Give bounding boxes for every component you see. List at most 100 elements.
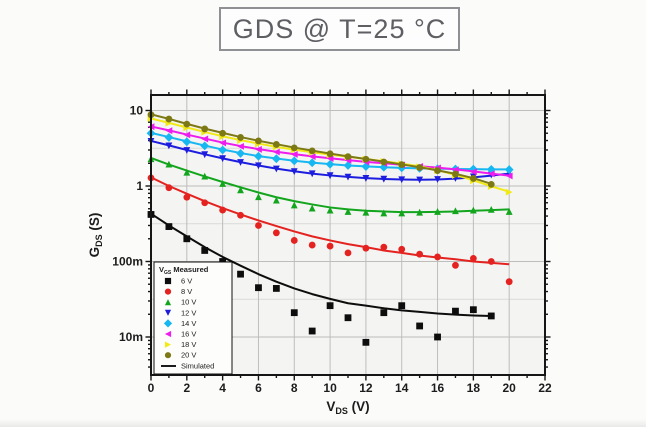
- legend-item: 10 V: [164, 298, 196, 307]
- x-tick-label: 10: [323, 381, 337, 395]
- x-tick-label: 2: [183, 381, 190, 395]
- x-tick-label: 4: [219, 381, 226, 395]
- triangle-left-marker: [165, 127, 173, 135]
- y-tick-label: 10: [130, 104, 144, 118]
- circle-marker: [380, 243, 388, 251]
- triangle-left-marker: [164, 330, 172, 338]
- square-marker: [434, 333, 441, 341]
- circle-marker: [183, 193, 191, 201]
- circle-marker: [201, 125, 209, 133]
- triangle-down-marker: [290, 168, 298, 176]
- diamond-marker: [200, 141, 210, 151]
- triangle-down-marker: [308, 170, 316, 178]
- square-marker: [362, 338, 370, 346]
- square-marker: [487, 312, 495, 320]
- diamond-marker: [343, 161, 353, 170]
- triangle-up-marker: [434, 208, 441, 215]
- diamond-marker: [325, 159, 335, 169]
- legend-item-label: 10 V: [181, 298, 196, 307]
- circle-marker: [237, 211, 244, 219]
- circle-marker: [344, 153, 352, 161]
- circle-marker: [380, 158, 388, 166]
- triangle-left-marker: [308, 153, 316, 161]
- circle-marker: [308, 241, 316, 249]
- circle-marker: [219, 129, 227, 137]
- square-marker: [416, 322, 424, 330]
- circle-marker: [434, 253, 441, 261]
- triangle-up-marker: [308, 204, 316, 212]
- circle-marker: [272, 141, 280, 148]
- square-marker: [165, 223, 173, 230]
- triangle-left-marker: [183, 131, 191, 139]
- square-marker: [398, 302, 406, 310]
- circle-marker: [290, 144, 298, 152]
- square-marker: [308, 327, 316, 335]
- page-title: GDS @ T=25 °C: [232, 13, 447, 44]
- diamond-marker: [289, 156, 299, 166]
- triangle-left-marker: [201, 135, 209, 143]
- triangle-up-marker: [505, 208, 513, 215]
- legend-header: VGS Measured: [159, 265, 209, 276]
- circle-marker: [201, 199, 209, 207]
- x-tick-label: 14: [395, 381, 409, 395]
- circle-marker: [308, 147, 316, 155]
- circle-marker: [452, 261, 459, 269]
- circle-marker: [398, 245, 406, 253]
- diamond-marker: [307, 158, 317, 168]
- series-20v: [147, 111, 495, 188]
- y-tick-label: 100m: [112, 255, 143, 269]
- square-marker: [183, 235, 191, 243]
- triangle-up-marker: [362, 208, 370, 216]
- legend-item: 14 V: [163, 319, 196, 328]
- triangle-left-marker: [272, 148, 280, 156]
- circle-marker: [505, 278, 513, 286]
- series-12v: [147, 137, 513, 184]
- diamond-marker: [182, 137, 192, 147]
- triangle-up-marker: [416, 208, 424, 216]
- photo-edge-shadow: [0, 419, 646, 427]
- square-marker: [326, 302, 334, 310]
- square-marker: [164, 277, 172, 285]
- triangle-right-marker: [505, 188, 513, 196]
- circle-marker: [165, 184, 173, 192]
- circle-marker: [416, 164, 424, 171]
- legend-item: 8 V: [164, 287, 192, 296]
- triangle-down-marker: [416, 176, 424, 184]
- triangle-up-marker: [487, 205, 495, 213]
- square-marker: [469, 306, 477, 314]
- y-tick-labels: 10 1 100m 10m: [112, 104, 143, 345]
- circle-marker: [416, 250, 424, 258]
- triangle-down-marker: [326, 172, 334, 180]
- x-tick-label: 16: [431, 381, 445, 395]
- triangle-up-marker: [237, 186, 244, 194]
- triangle-up-marker: [219, 180, 227, 187]
- x-tick-label: 12: [359, 381, 373, 395]
- circle-marker: [290, 237, 298, 244]
- circle-marker: [164, 352, 172, 359]
- triangle-up-marker: [290, 201, 298, 209]
- x-tick-label: 0: [148, 381, 155, 395]
- y-tick-label: 10m: [119, 330, 143, 344]
- square-marker: [290, 309, 298, 317]
- legend-item: 6 V: [164, 277, 192, 286]
- legend-item: 16 V: [164, 330, 196, 339]
- diamond-marker: [271, 154, 281, 164]
- legend-item-label: 20 V: [181, 351, 196, 360]
- triangle-up-marker: [344, 208, 352, 215]
- circle-marker: [255, 222, 262, 229]
- triangle-down-marker: [219, 155, 227, 163]
- x-tick-labels: 0 2 4 6 8 10 12 14 16 18 20 22: [148, 381, 552, 395]
- square-marker: [344, 314, 352, 322]
- x-axis-title: VDS (V): [326, 399, 369, 416]
- triangle-left-marker: [326, 155, 334, 162]
- circle-marker: [255, 137, 262, 145]
- triangle-up-marker: [272, 196, 280, 204]
- circle-marker: [326, 150, 334, 158]
- square-marker: [452, 307, 459, 315]
- circle-marker: [362, 155, 370, 163]
- diamond-marker: [163, 319, 173, 328]
- circle-marker: [362, 244, 370, 252]
- triangle-up-marker: [398, 209, 406, 217]
- circle-marker: [487, 258, 495, 265]
